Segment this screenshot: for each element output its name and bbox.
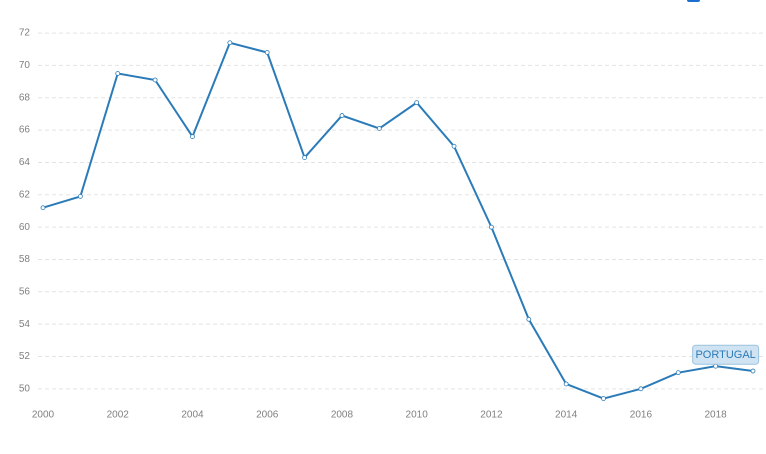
point — [601, 396, 606, 401]
point — [750, 368, 756, 374]
point — [339, 113, 345, 118]
point — [227, 40, 233, 46]
x-tick-label: 2000 — [32, 410, 55, 421]
y-tick-label: 70 — [19, 60, 31, 71]
point — [190, 134, 195, 139]
x-tick-label: 2014 — [555, 410, 578, 421]
y-tick-label: 60 — [19, 222, 31, 233]
x-tick-label: 2008 — [331, 410, 354, 421]
x-tick-label: 2018 — [705, 410, 728, 421]
x-tick-label: 2016 — [630, 410, 653, 421]
y-tick-label: 64 — [19, 157, 31, 168]
y-tick-label: 72 — [19, 28, 31, 39]
point — [489, 224, 494, 230]
point — [376, 126, 382, 131]
series-label-box — [692, 344, 760, 365]
point — [115, 71, 121, 76]
y-tick-label: 58 — [19, 254, 31, 265]
point — [713, 363, 719, 369]
point — [40, 205, 46, 211]
point — [414, 100, 420, 106]
point — [451, 143, 457, 149]
legend-icon[interactable] — [687, 0, 700, 2]
point — [675, 370, 681, 376]
x-tick-label: 2004 — [181, 410, 204, 421]
point — [563, 381, 569, 387]
y-tick-label: 52 — [19, 351, 31, 362]
y-tick-label: 66 — [19, 125, 31, 136]
series-line — [42, 41, 754, 400]
y-tick-label: 56 — [19, 286, 31, 297]
point — [638, 386, 644, 392]
point — [264, 50, 270, 55]
x-tick-label: 2012 — [480, 410, 503, 421]
x-tick-label: 2002 — [107, 410, 130, 421]
point — [302, 155, 307, 160]
series-label: PORTUGAL — [695, 349, 755, 361]
x-tick-label: 2010 — [406, 410, 429, 421]
point — [77, 194, 83, 199]
x-tick-label: 2006 — [256, 410, 279, 421]
point — [152, 77, 158, 83]
point — [526, 316, 532, 322]
y-tick-label: 62 — [19, 189, 31, 200]
y-tick-label: 50 — [19, 383, 31, 394]
y-tick-label: 68 — [19, 92, 31, 103]
y-tick-label: 54 — [19, 319, 31, 330]
